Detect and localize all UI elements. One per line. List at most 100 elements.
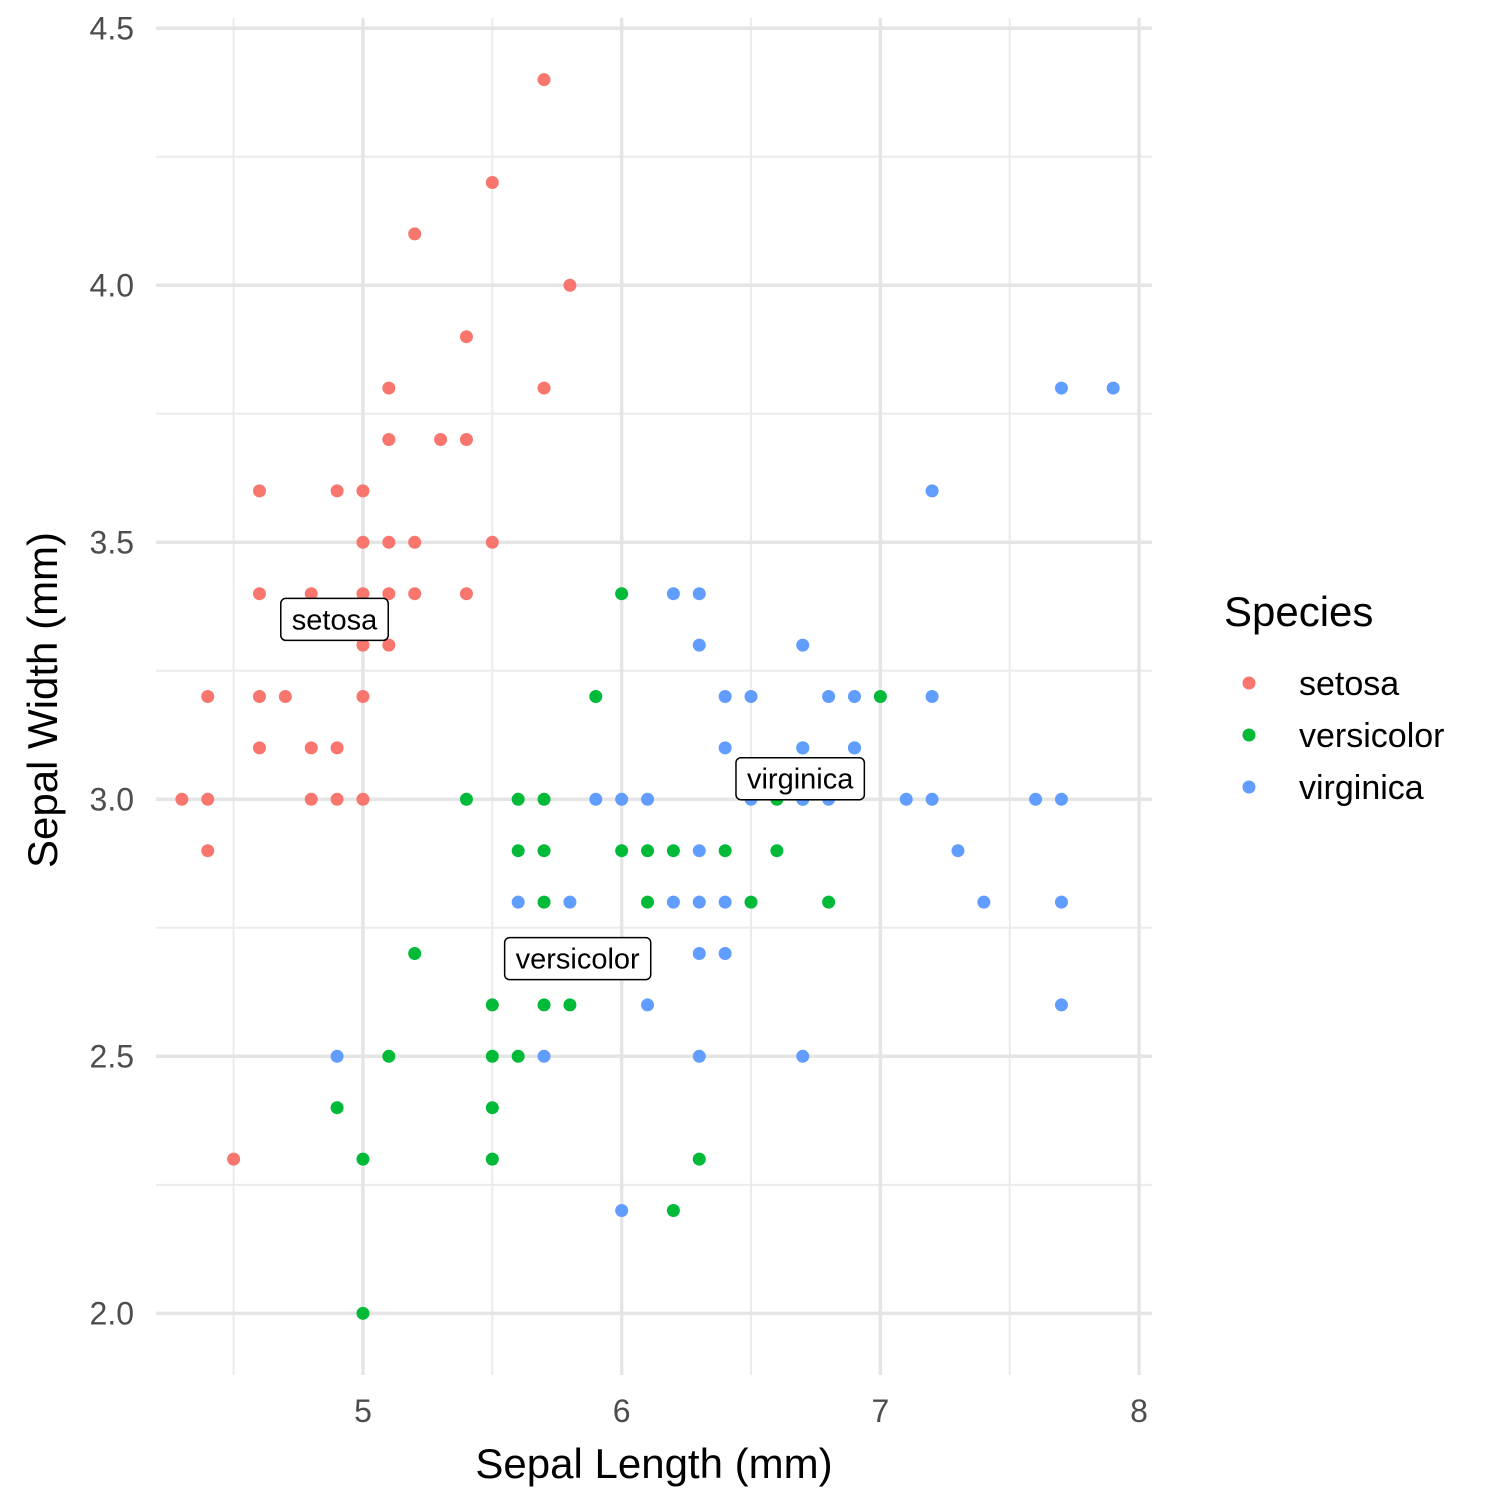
point-setosa (330, 792, 344, 806)
point-versicolor (485, 1152, 499, 1166)
point-setosa (175, 792, 189, 806)
point-versicolor (356, 1306, 370, 1320)
point-versicolor (537, 998, 551, 1012)
point-virginica (822, 690, 836, 703)
point-virginica (1054, 381, 1068, 395)
point-virginica (977, 895, 991, 909)
point-virginica (718, 895, 732, 909)
x-axis-title: Sepal Length (mm) (475, 1440, 832, 1487)
point-virginica (692, 844, 706, 858)
point-setosa (459, 330, 473, 344)
point-virginica (563, 895, 577, 909)
point-setosa (356, 535, 370, 549)
x-tick-label: 6 (613, 1393, 631, 1429)
point-setosa (382, 381, 396, 395)
legend-title: Species (1224, 588, 1373, 635)
point-setosa (459, 587, 473, 601)
y-tick-label: 4.0 (90, 267, 134, 303)
point-virginica (615, 1204, 629, 1218)
point-versicolor (511, 844, 525, 858)
point-virginica (718, 947, 732, 961)
y-tick-label: 4.5 (90, 10, 134, 46)
point-versicolor (537, 792, 551, 806)
point-setosa (252, 484, 266, 498)
minor-gridlines (156, 18, 1152, 1375)
annotation-box (280, 597, 389, 642)
point-setosa (201, 844, 215, 858)
point-virginica (330, 1049, 344, 1063)
point-setosa (459, 432, 473, 446)
point-setosa (382, 587, 396, 601)
point-versicolor (589, 690, 603, 703)
point-versicolor (692, 1152, 706, 1166)
legend-label: setosa (1299, 665, 1399, 703)
point-virginica (692, 947, 706, 961)
point-setosa (382, 535, 396, 549)
point-virginica (847, 690, 861, 703)
legend: Species setosa versicolor virginica (1224, 588, 1444, 807)
point-virginica (692, 638, 706, 652)
point-versicolor (666, 1204, 680, 1218)
legend-key-virginica (1242, 780, 1256, 794)
x-tick-label: 8 (1130, 1393, 1148, 1429)
annotation-text: virginica (747, 764, 854, 796)
point-setosa (330, 484, 344, 498)
point-setosa (227, 1152, 241, 1166)
point-versicolor (511, 1049, 525, 1063)
point-versicolor (537, 895, 551, 909)
point-virginica (899, 792, 913, 806)
point-virginica (692, 1049, 706, 1063)
point-virginica (1054, 895, 1068, 909)
point-virginica (537, 1049, 551, 1063)
point-setosa (330, 741, 344, 755)
point-setosa (304, 741, 318, 755)
point-setosa (382, 432, 396, 446)
point-virginica (1054, 998, 1068, 1012)
point-virginica (666, 587, 680, 601)
point-setosa (434, 432, 448, 446)
point-virginica (925, 484, 939, 498)
point-versicolor (485, 1101, 499, 1115)
legend-key-setosa (1242, 676, 1256, 690)
point-setosa (252, 741, 266, 755)
data-points (175, 73, 1120, 1320)
point-setosa (304, 587, 318, 601)
point-versicolor (873, 690, 887, 703)
annotation-text: versicolor (516, 944, 640, 976)
point-virginica (1054, 792, 1068, 806)
legend-key-versicolor (1242, 728, 1256, 742)
legend-item-virginica: virginica (1242, 769, 1424, 807)
point-virginica (796, 741, 810, 755)
point-virginica (641, 792, 655, 806)
point-setosa (408, 227, 422, 241)
legend-item-versicolor: versicolor (1242, 717, 1444, 755)
y-tick-label: 2.0 (90, 1295, 134, 1331)
point-setosa (356, 587, 370, 601)
annotation-label: virginica (735, 756, 866, 801)
point-setosa (356, 638, 370, 652)
point-versicolor (537, 844, 551, 858)
point-versicolor (485, 1049, 499, 1063)
point-virginica (847, 741, 861, 755)
point-setosa (485, 175, 499, 189)
legend-item-setosa: setosa (1242, 665, 1399, 703)
y-axis-title: Sepal Width (mm) (19, 532, 66, 868)
point-setosa (382, 638, 396, 652)
point-versicolor (615, 587, 629, 601)
point-virginica (1106, 381, 1120, 395)
point-virginica (718, 741, 732, 755)
point-virginica (589, 792, 603, 806)
point-virginica (615, 792, 629, 806)
point-setosa (356, 484, 370, 498)
point-setosa (304, 792, 318, 806)
point-versicolor (511, 792, 525, 806)
species-annotations: setosa versicolor virginica (280, 597, 866, 981)
point-virginica (692, 895, 706, 909)
point-virginica (692, 587, 706, 601)
point-setosa (485, 535, 499, 549)
point-versicolor (382, 1049, 396, 1063)
point-versicolor (330, 1101, 344, 1115)
point-virginica (718, 690, 732, 703)
point-setosa (408, 535, 422, 549)
